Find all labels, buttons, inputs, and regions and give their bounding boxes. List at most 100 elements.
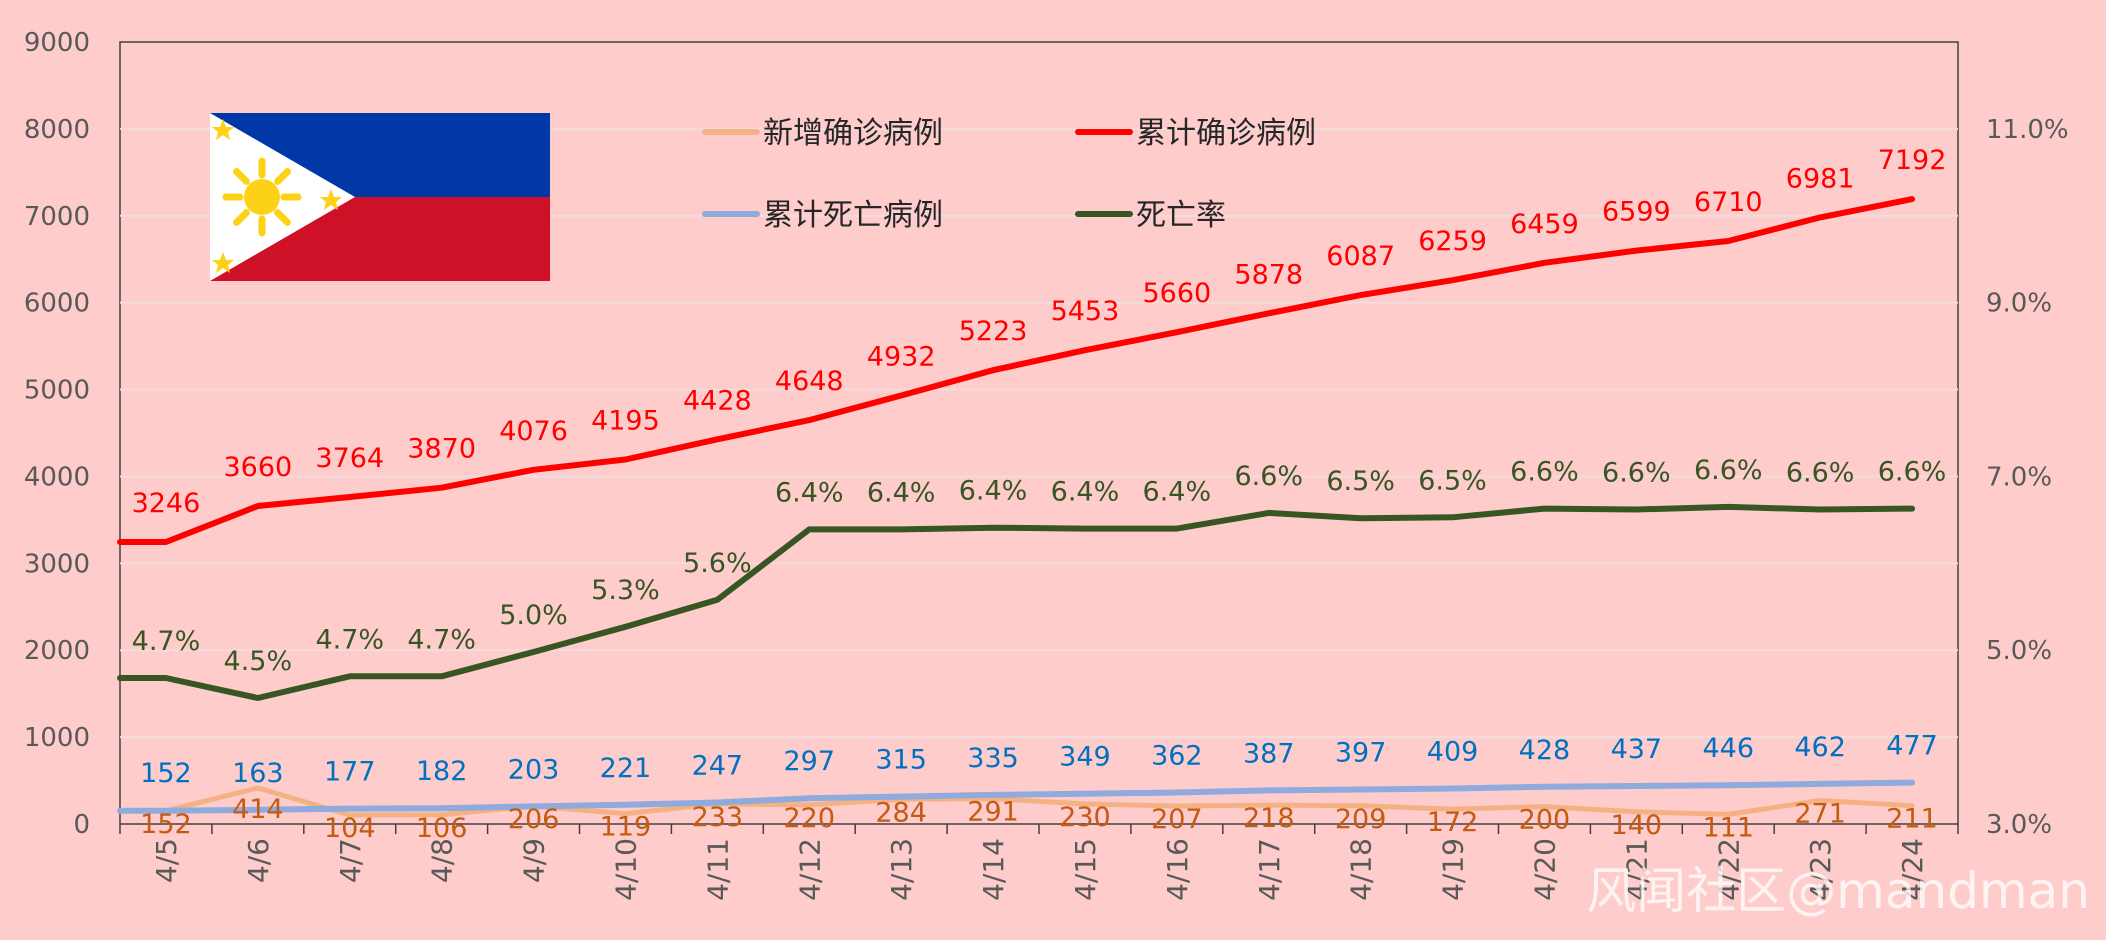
data-label: 477: [1886, 731, 1938, 762]
data-label: 4648: [775, 366, 844, 397]
y-left-tick-label: 8000: [24, 115, 90, 145]
data-label: 5453: [1051, 296, 1120, 327]
x-tick-label: 4/23: [1804, 838, 1837, 901]
x-tick-label: 4/5: [150, 838, 183, 883]
x-tick-label: 4/6: [242, 838, 275, 883]
series-line-2: [117, 779, 1916, 814]
data-label: 409: [1427, 736, 1479, 767]
y-right-tick-label: 9.0%: [1986, 289, 2052, 319]
data-label: 5.0%: [499, 600, 568, 631]
data-label: 6599: [1602, 197, 1671, 228]
data-label: 6259: [1418, 226, 1487, 257]
data-label: 3870: [407, 434, 476, 465]
x-tick-label: 4/16: [1161, 838, 1194, 901]
data-label: 387: [1243, 738, 1295, 769]
data-label: 233: [692, 802, 744, 833]
data-label: 6.5%: [1418, 465, 1487, 496]
x-tick-label: 4/13: [885, 838, 918, 901]
data-label: 163: [232, 758, 284, 789]
y-left-tick-label: 1000: [24, 723, 90, 753]
data-label: 271: [1794, 798, 1846, 829]
data-label: 6087: [1326, 241, 1395, 272]
x-tick-label: 4/7: [334, 838, 367, 883]
data-label: 3660: [223, 452, 292, 483]
data-label: 4.7%: [407, 624, 476, 655]
data-label: 291: [967, 797, 1019, 828]
data-label: 6.6%: [1694, 455, 1763, 486]
data-label: 6.4%: [867, 477, 936, 508]
data-label: 284: [875, 797, 927, 828]
y-left-tick-label: 3000: [24, 549, 90, 579]
watermark: 风闻社区@mandman: [1586, 862, 2090, 920]
data-label: 6.4%: [959, 476, 1028, 507]
y-left-tick-label: 5000: [24, 376, 90, 406]
data-label: 5660: [1142, 278, 1211, 309]
data-label: 104: [324, 813, 376, 844]
data-label: 6.6%: [1510, 457, 1579, 488]
data-label: 6.6%: [1602, 457, 1671, 488]
y-left-tick-label: 0: [73, 810, 90, 840]
data-label: 5223: [959, 316, 1028, 347]
y-right-tick-label: 7.0%: [1986, 462, 2052, 492]
data-label: 5.6%: [683, 548, 752, 579]
series-line-0: [117, 785, 1915, 818]
y-left-tick-label: 4000: [24, 462, 90, 492]
x-tick-label: 4/24: [1896, 838, 1929, 901]
data-label: 220: [783, 803, 835, 834]
data-label: 4.7%: [132, 626, 201, 657]
y-right-tick-label: 5.0%: [1986, 636, 2052, 666]
x-tick-label: 4/18: [1345, 838, 1378, 901]
x-tick-label: 4/20: [1528, 838, 1561, 901]
data-label: 6.6%: [1786, 457, 1855, 488]
data-label: 3764: [315, 443, 384, 474]
data-label: 218: [1243, 803, 1295, 834]
data-label: 207: [1151, 804, 1203, 835]
series-line-3: [117, 503, 1916, 701]
data-label: 5.3%: [591, 575, 660, 606]
data-label: 6.5%: [1326, 466, 1395, 497]
data-label: 4.5%: [224, 646, 293, 677]
data-label: 203: [508, 754, 560, 785]
y-right-tick-label: 11.0%: [1986, 115, 2069, 145]
x-tick-label: 4/15: [1069, 838, 1102, 901]
data-label: 140: [1611, 810, 1663, 841]
data-label: 414: [232, 794, 284, 825]
data-label: 4428: [683, 385, 752, 416]
y-left-tick-label: 7000: [24, 202, 90, 232]
data-label: 247: [692, 751, 744, 782]
data-label: 209: [1335, 804, 1387, 835]
data-label: 437: [1611, 734, 1663, 765]
legend-label: 累计死亡病例: [763, 198, 943, 233]
philippines-flag-icon: [210, 113, 550, 281]
data-label: 5878: [1234, 259, 1303, 290]
data-label: 6459: [1510, 209, 1579, 240]
data-label: 397: [1335, 738, 1387, 769]
data-label: 106: [416, 813, 468, 844]
x-tick-label: 4/21: [1620, 838, 1653, 901]
y-left-tick-label: 6000: [24, 289, 90, 319]
data-label: 152: [140, 809, 192, 840]
data-label: 182: [416, 756, 468, 787]
legend-label: 死亡率: [1136, 198, 1226, 233]
data-label: 428: [1519, 735, 1571, 766]
legend-label: 累计确诊病例: [1136, 116, 1316, 151]
x-tick-label: 4/14: [977, 838, 1010, 901]
series-line-1: [117, 196, 1916, 545]
data-label: 6710: [1694, 187, 1763, 218]
data-label: 6.6%: [1878, 457, 1947, 488]
data-label: 200: [1519, 805, 1571, 836]
data-label: 349: [1059, 742, 1111, 773]
x-tick-label: 4/12: [793, 838, 826, 901]
legend-label: 新增确诊病例: [763, 116, 943, 151]
data-label: 446: [1702, 733, 1754, 764]
data-label: 4076: [499, 416, 568, 447]
data-label: 211: [1886, 804, 1938, 835]
data-label: 6.6%: [1234, 461, 1303, 492]
data-label: 4932: [867, 341, 936, 372]
data-label: 177: [324, 757, 376, 788]
data-label: 111: [1702, 812, 1754, 843]
x-tick-label: 4/22: [1712, 838, 1745, 901]
data-label: 172: [1427, 807, 1479, 838]
data-label: 6.4%: [1051, 477, 1120, 508]
